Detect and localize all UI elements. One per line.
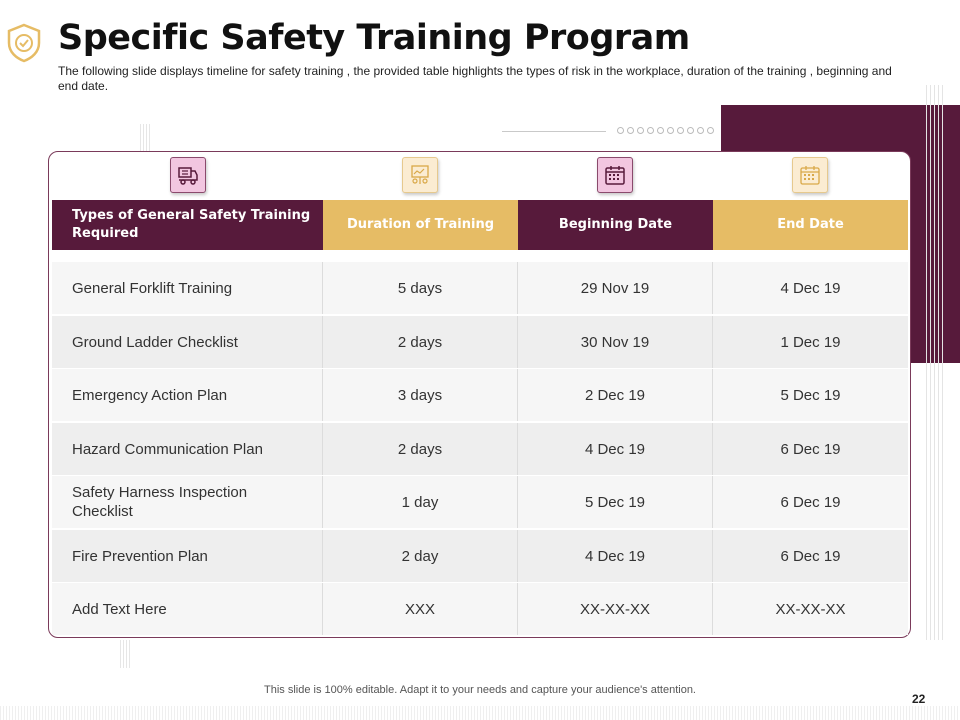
decorative-vertical-lines [926, 85, 946, 640]
cell-duration: XXX [323, 583, 518, 635]
cell-duration: 2 days [323, 316, 518, 368]
cell-duration: 3 days [323, 369, 518, 421]
forklift-icon [170, 157, 206, 193]
decorative-line [502, 131, 606, 132]
cell-training-type: General Forklift Training [52, 262, 323, 314]
table-row: General Forklift Training 5 days 29 Nov … [52, 262, 908, 314]
cell-beginning-date: 4 Dec 19 [518, 423, 713, 475]
cell-end-date: 6 Dec 19 [780, 547, 841, 565]
calendar-icon [792, 157, 828, 193]
table-row: Add Text Here XXX XX-XX-XX XX-XX-XX [52, 583, 908, 635]
cell-duration: 2 day [323, 530, 518, 582]
table-row: Fire Prevention Plan 2 day 4 Dec 19 6 De… [52, 530, 908, 582]
page-title: Specific Safety Training Program [58, 18, 690, 58]
page-subtitle: The following slide displays timeline fo… [58, 64, 892, 93]
table-row: Hazard Communication Plan 2 days 4 Dec 1… [52, 423, 908, 475]
table-row: Emergency Action Plan 3 days 2 Dec 19 5 … [52, 369, 908, 421]
column-header-training-type: Types of General Safety Training Require… [52, 200, 323, 250]
cell-end-date: 6 Dec 19 [780, 493, 841, 511]
cell-beginning-date: XX-XX-XX [518, 583, 713, 635]
cell-training-type: Add Text Here [52, 583, 323, 635]
cell-duration: 1 day [323, 476, 518, 528]
cell-end-date: 1 Dec 19 [780, 333, 841, 351]
table-row: Ground Ladder Checklist 2 days 30 Nov 19… [52, 316, 908, 368]
cell-beginning-date: 30 Nov 19 [518, 316, 713, 368]
calendar-icon [597, 157, 633, 193]
cell-beginning-date: 29 Nov 19 [518, 262, 713, 314]
cell-training-type: Hazard Communication Plan [52, 423, 323, 475]
table-row: Safety Harness Inspection Checklist 1 da… [52, 476, 908, 528]
page-number: 22 [912, 692, 926, 706]
column-header-end-date: End Date [713, 200, 908, 250]
cell-training-type: Fire Prevention Plan [52, 530, 323, 582]
cell-duration: 5 days [323, 262, 518, 314]
cell-training-type: Ground Ladder Checklist [52, 316, 323, 368]
decorative-hatch [140, 124, 150, 152]
cell-training-type: Safety Harness Inspection Checklist [52, 476, 323, 528]
column-header-beginning-date: Beginning Date [518, 200, 713, 250]
cell-duration: 2 days [323, 423, 518, 475]
cell-beginning-date: 5 Dec 19 [518, 476, 713, 528]
cell-beginning-date: 4 Dec 19 [518, 530, 713, 582]
column-header-duration: Duration of Training [323, 200, 518, 250]
cell-training-type: Emergency Action Plan [52, 369, 323, 421]
planning-board-icon [402, 157, 438, 193]
cell-end-date: 4 Dec 19 [780, 279, 841, 297]
cell-beginning-date: 2 Dec 19 [518, 369, 713, 421]
cell-end-date: 6 Dec 19 [780, 440, 841, 458]
decorative-bottom-hatch [0, 706, 960, 720]
decorative-dots [617, 127, 714, 134]
cell-end-date: 5 Dec 19 [780, 386, 841, 404]
shield-check-icon [6, 23, 42, 63]
cell-end-date: XX-XX-XX [775, 600, 846, 618]
footer-note: This slide is 100% editable. Adapt it to… [264, 684, 696, 696]
decorative-hatch [120, 640, 130, 668]
